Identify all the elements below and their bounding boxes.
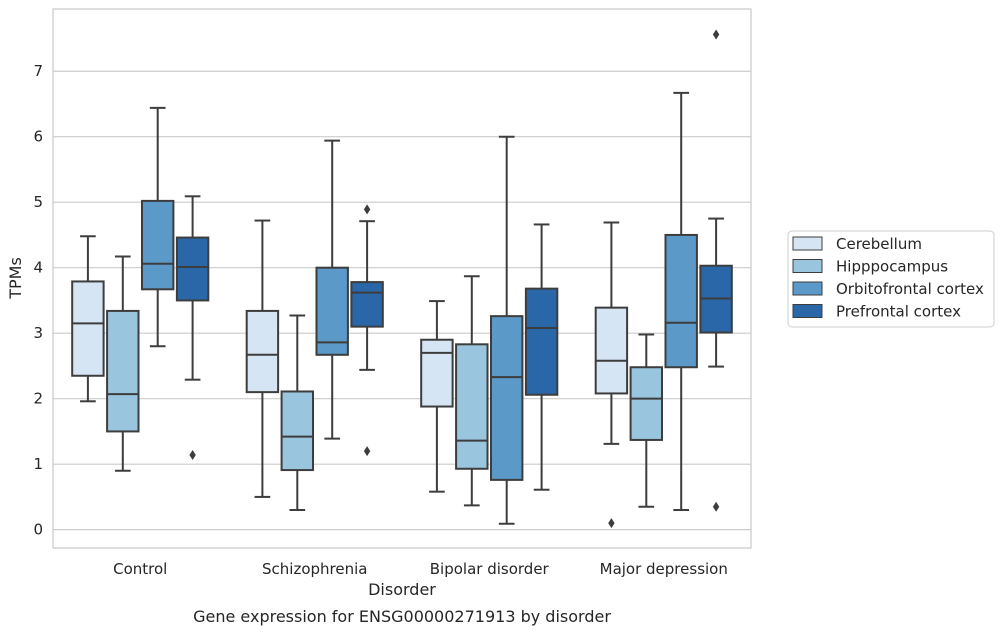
box-3-0 — [594, 221, 629, 529]
legend-swatch — [792, 236, 823, 251]
box-2-0 — [420, 300, 454, 493]
box-2-3 — [524, 223, 559, 491]
box-body — [140, 199, 175, 291]
outlier-marker — [363, 446, 371, 457]
legend-label: Cerebellum — [836, 235, 922, 253]
chart-title: Gene expression for ENSG00000271913 by d… — [193, 607, 611, 626]
box-body — [524, 287, 559, 396]
box-0-0 — [71, 235, 105, 403]
x-tick-label: Control — [113, 560, 167, 578]
y-tick-label: 6 — [33, 128, 43, 146]
legend-items: Cerebellum Hipppocampus Orbitofrontal cort… — [792, 235, 984, 321]
box-0-2 — [140, 106, 175, 348]
y-tick-label: 3 — [33, 324, 43, 342]
legend: Cerebellum Hipppocampus Orbitofrontal cort… — [787, 230, 995, 328]
box-body — [245, 309, 280, 394]
legend-label: Prefrontal cortex — [836, 303, 961, 321]
box-2-2 — [489, 135, 524, 525]
box-groups — [71, 29, 733, 529]
box-body — [71, 280, 105, 377]
x-tick-label: Schizophrenia — [262, 560, 367, 578]
box-body — [280, 390, 315, 472]
legend-label: Hipppocampus — [836, 258, 948, 276]
y-tick-labels: 0 1 2 3 4 5 6 7 — [33, 62, 43, 538]
x-axis-title: Disorder — [368, 580, 436, 599]
legend-swatch — [792, 259, 823, 273]
y-tick-label: 4 — [33, 259, 43, 277]
outlier-marker — [608, 518, 615, 529]
x-tick-label: Bipolar disorder — [430, 560, 550, 578]
y-tick-label: 1 — [33, 455, 43, 473]
box-3-3 — [699, 29, 733, 512]
x-tick-labels: Control Schizophrenia Bipolar disorder Majo… — [113, 560, 728, 578]
legend-label: Orbitofrontal cortex — [836, 280, 984, 298]
box-2-1 — [455, 275, 489, 507]
outlier-marker — [712, 501, 720, 512]
outlier-marker — [712, 29, 720, 40]
y-axis-title: TPMs — [6, 257, 25, 300]
y-tick-label: 5 — [33, 193, 43, 211]
y-tick-label: 2 — [33, 390, 43, 408]
box-body — [106, 309, 140, 433]
outlier-marker — [189, 450, 196, 461]
box-body — [175, 236, 210, 302]
y-tick-label: 0 — [33, 521, 43, 539]
legend-frame — [787, 230, 995, 328]
box-0-1 — [106, 255, 140, 472]
box-1-1 — [280, 314, 315, 512]
outlier-marker — [363, 204, 371, 215]
box-3-2 — [664, 91, 698, 512]
x-tick-label: Major depression — [600, 560, 728, 578]
box-1-3 — [350, 204, 384, 457]
box-body — [664, 233, 698, 369]
box-1-0 — [245, 219, 280, 498]
box-body — [489, 315, 524, 481]
box-body — [315, 266, 349, 356]
box-body — [420, 338, 454, 408]
box-body — [629, 366, 664, 441]
box-1-2 — [315, 139, 349, 440]
box-3-1 — [629, 333, 664, 508]
box-0-3 — [175, 195, 210, 461]
legend-swatch — [792, 281, 823, 296]
legend-swatch — [792, 304, 823, 318]
box-body — [594, 306, 629, 395]
box-body — [455, 343, 489, 470]
box-body — [350, 281, 384, 328]
y-tick-label: 7 — [33, 62, 43, 80]
